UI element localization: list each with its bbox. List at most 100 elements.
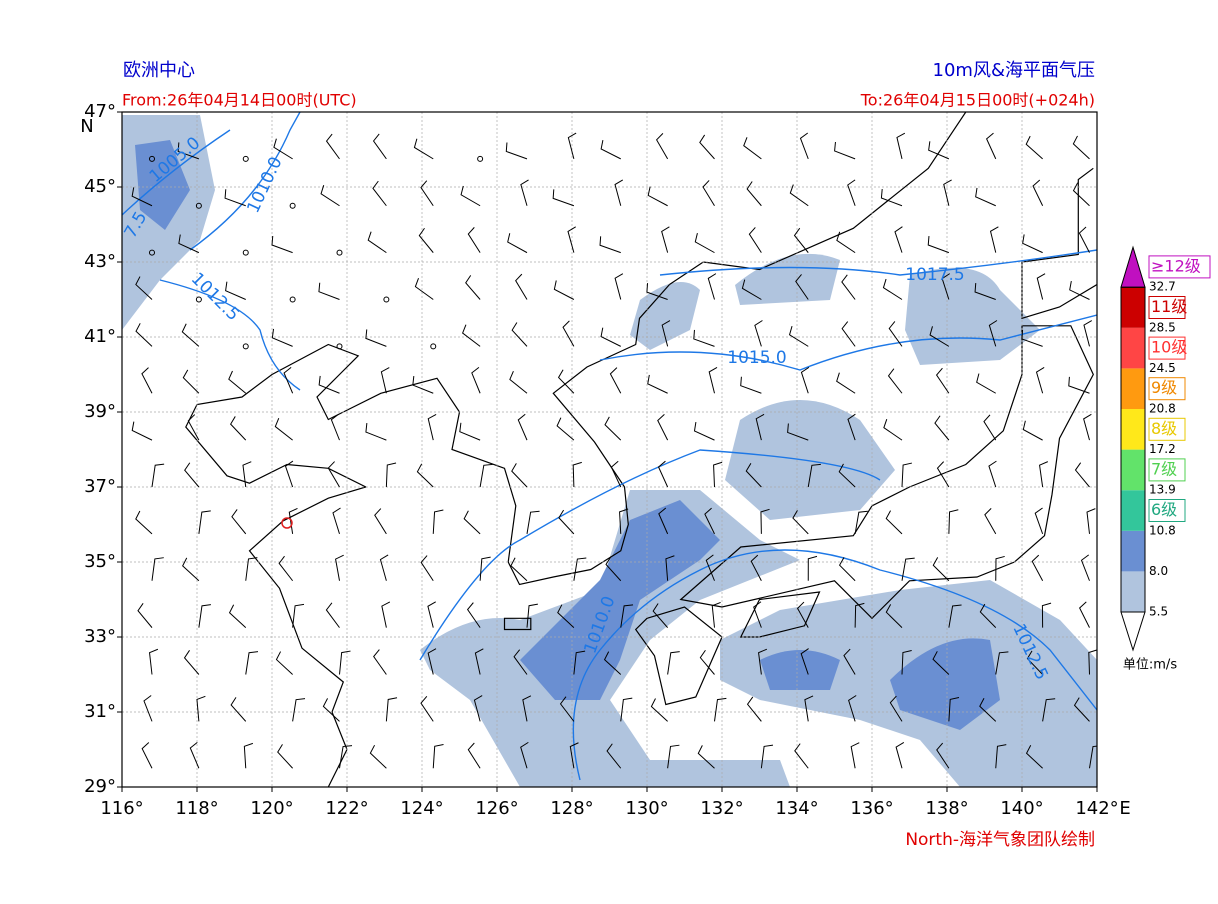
wind-barb <box>704 507 715 535</box>
isobar-label: 1015.0 <box>727 348 786 368</box>
wind-barb <box>505 142 528 160</box>
calm-marker <box>289 202 296 209</box>
wind-barb <box>796 601 809 628</box>
wind-barb <box>792 510 809 535</box>
wind-barb <box>432 509 444 534</box>
wind-barb <box>271 235 293 254</box>
isobars <box>122 112 1097 781</box>
wind-barb <box>650 698 668 722</box>
wind-barb <box>432 743 444 769</box>
wind-barb <box>708 367 718 394</box>
wind-barb <box>788 326 809 347</box>
colorbar-level: 17.2 <box>1149 442 1176 456</box>
wind-barb <box>988 460 997 488</box>
wind-barb <box>520 741 529 769</box>
wind-barb <box>889 695 903 722</box>
wind-barb <box>322 698 340 722</box>
grade-box <box>1148 458 1186 482</box>
wind-barb <box>182 557 200 582</box>
wind-barb <box>843 648 856 675</box>
wind-barb <box>620 697 633 722</box>
island <box>503 617 532 631</box>
wind-barb <box>467 742 481 769</box>
wind-barb <box>894 226 903 253</box>
wind-barb <box>614 273 624 300</box>
wind-barb <box>743 137 762 160</box>
wind-barb <box>936 461 950 488</box>
colorbar-level: 20.8 <box>1149 402 1176 416</box>
wind-barbs <box>131 132 1097 769</box>
wind-barb <box>995 651 1009 675</box>
wind-barb <box>339 745 353 769</box>
wind-barb <box>976 373 996 394</box>
wind-barb <box>760 508 770 534</box>
wind-barb <box>943 179 952 206</box>
wind-barb <box>603 651 622 675</box>
wind-barb <box>885 510 903 535</box>
wind-barb <box>661 226 670 253</box>
colorbar-level: 32.7 <box>1149 280 1176 294</box>
wind-barb <box>941 273 950 300</box>
calm-marker <box>477 155 484 162</box>
wind-barb <box>713 461 723 488</box>
colorbar-segment <box>1121 490 1145 531</box>
wind-barb <box>327 461 340 488</box>
wind-barb <box>901 649 912 675</box>
isobar-label: 1010.0 <box>243 154 286 216</box>
wind-barb <box>562 320 575 347</box>
wind-barb <box>988 320 998 347</box>
right-title: 10m风&海平面气压 <box>933 60 1095 81</box>
wind-barb <box>800 366 810 394</box>
lat-tick-label: 33° <box>84 626 116 647</box>
colorbar-level: 10.8 <box>1149 523 1176 537</box>
colorbar-frame <box>1120 286 1146 613</box>
wind-barb <box>693 329 715 347</box>
wind-barb <box>948 604 962 628</box>
wind-barb <box>511 463 528 488</box>
wind-barb <box>1078 226 1090 253</box>
lon-unit: E <box>1119 798 1130 819</box>
wind-barb <box>520 179 529 206</box>
calm-marker <box>430 343 437 350</box>
wind-barb <box>854 602 865 628</box>
wind-barb <box>896 132 906 159</box>
wind-barb <box>459 422 481 441</box>
wind-barb <box>278 555 294 582</box>
wind-barb <box>760 744 774 769</box>
lon-tick-label: 118° <box>175 798 218 819</box>
wind-barb <box>750 554 762 581</box>
wind-barb <box>277 744 293 769</box>
wind-barb <box>552 189 575 207</box>
lon-tick-label: 130° <box>625 798 668 819</box>
wind-barb <box>799 132 809 160</box>
island <box>739 591 821 638</box>
grade-box <box>1148 417 1186 441</box>
colorbar-segment <box>1121 287 1145 328</box>
colorbar-level: 24.5 <box>1149 361 1176 375</box>
wind-barb <box>245 557 258 581</box>
wind-barb <box>741 279 762 300</box>
wind-barb <box>1072 182 1090 207</box>
wind-barb <box>474 648 484 675</box>
wind-barb <box>131 187 153 207</box>
wind-barb <box>151 463 165 488</box>
wind-barb <box>183 650 200 675</box>
wind-barb <box>465 275 481 300</box>
wind-barb <box>558 509 575 535</box>
wind-barb <box>318 375 340 394</box>
wind-barb <box>901 557 915 581</box>
colorbar-level: 5.5 <box>1149 605 1168 619</box>
wind-barb <box>462 324 481 347</box>
wind-barb <box>198 510 211 534</box>
wind-barb <box>665 555 675 581</box>
wind-barb <box>184 462 200 488</box>
wind-barb <box>556 417 575 441</box>
wind-barb <box>318 282 340 300</box>
wind-barb <box>983 414 997 441</box>
grade-box <box>1148 377 1186 401</box>
wind-barb <box>231 509 247 535</box>
wind-barb <box>1035 366 1045 394</box>
wind-barb <box>567 226 576 253</box>
wind-barb <box>794 743 809 769</box>
wind-barb <box>230 416 247 441</box>
